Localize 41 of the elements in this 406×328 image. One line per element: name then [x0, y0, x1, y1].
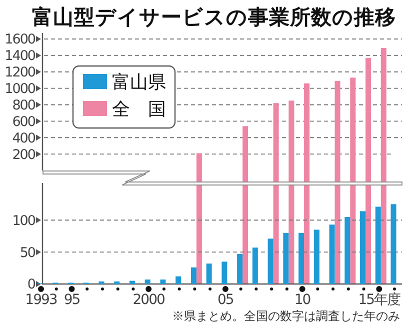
bar	[314, 230, 320, 284]
x-tick-label: 05	[218, 292, 234, 308]
y-tick-label: 800	[12, 97, 36, 114]
bar	[222, 262, 228, 284]
bar	[344, 216, 350, 284]
y-tick-label: 1000	[4, 81, 36, 98]
bar	[268, 238, 274, 284]
text: ※県まとめ。全国の数字は調査した年のみ	[172, 309, 400, 323]
x-tick-label: 2000	[132, 292, 164, 308]
bar	[237, 254, 243, 284]
legend-label: 全 国	[112, 99, 166, 120]
chart-title: 富山型デイサービスの事業所数の推移	[32, 5, 396, 29]
bar	[160, 280, 166, 284]
y-tick-label: 1400	[4, 48, 36, 64]
y-tick-label: 200	[12, 146, 36, 163]
x-tick-label: 1993	[25, 292, 57, 308]
bar	[390, 204, 396, 284]
y-tick-label: 1200	[4, 64, 36, 81]
x-tick-label: 10	[294, 292, 310, 308]
bar	[298, 232, 304, 284]
bar	[283, 232, 289, 284]
bar	[98, 281, 104, 284]
bar	[360, 211, 366, 284]
bar	[190, 267, 196, 284]
bar	[144, 280, 150, 284]
bar	[114, 281, 120, 284]
bar	[176, 276, 182, 284]
bar	[206, 264, 212, 284]
y-tick-label: 400	[12, 130, 36, 146]
y-tick-label: 600	[12, 114, 36, 130]
x-tick-label: 95	[64, 292, 80, 308]
bar	[329, 224, 335, 284]
y-tick-label: 50	[20, 244, 36, 261]
bar	[129, 280, 135, 284]
y-tick-label: 0	[27, 276, 36, 293]
bar	[252, 248, 258, 284]
y-tick-label: 1600	[4, 32, 36, 48]
x-tick-label: 15年度	[358, 292, 402, 308]
legend-label: 富山県	[112, 72, 166, 93]
y-tick-label: 100	[12, 212, 36, 229]
bar	[375, 206, 381, 284]
